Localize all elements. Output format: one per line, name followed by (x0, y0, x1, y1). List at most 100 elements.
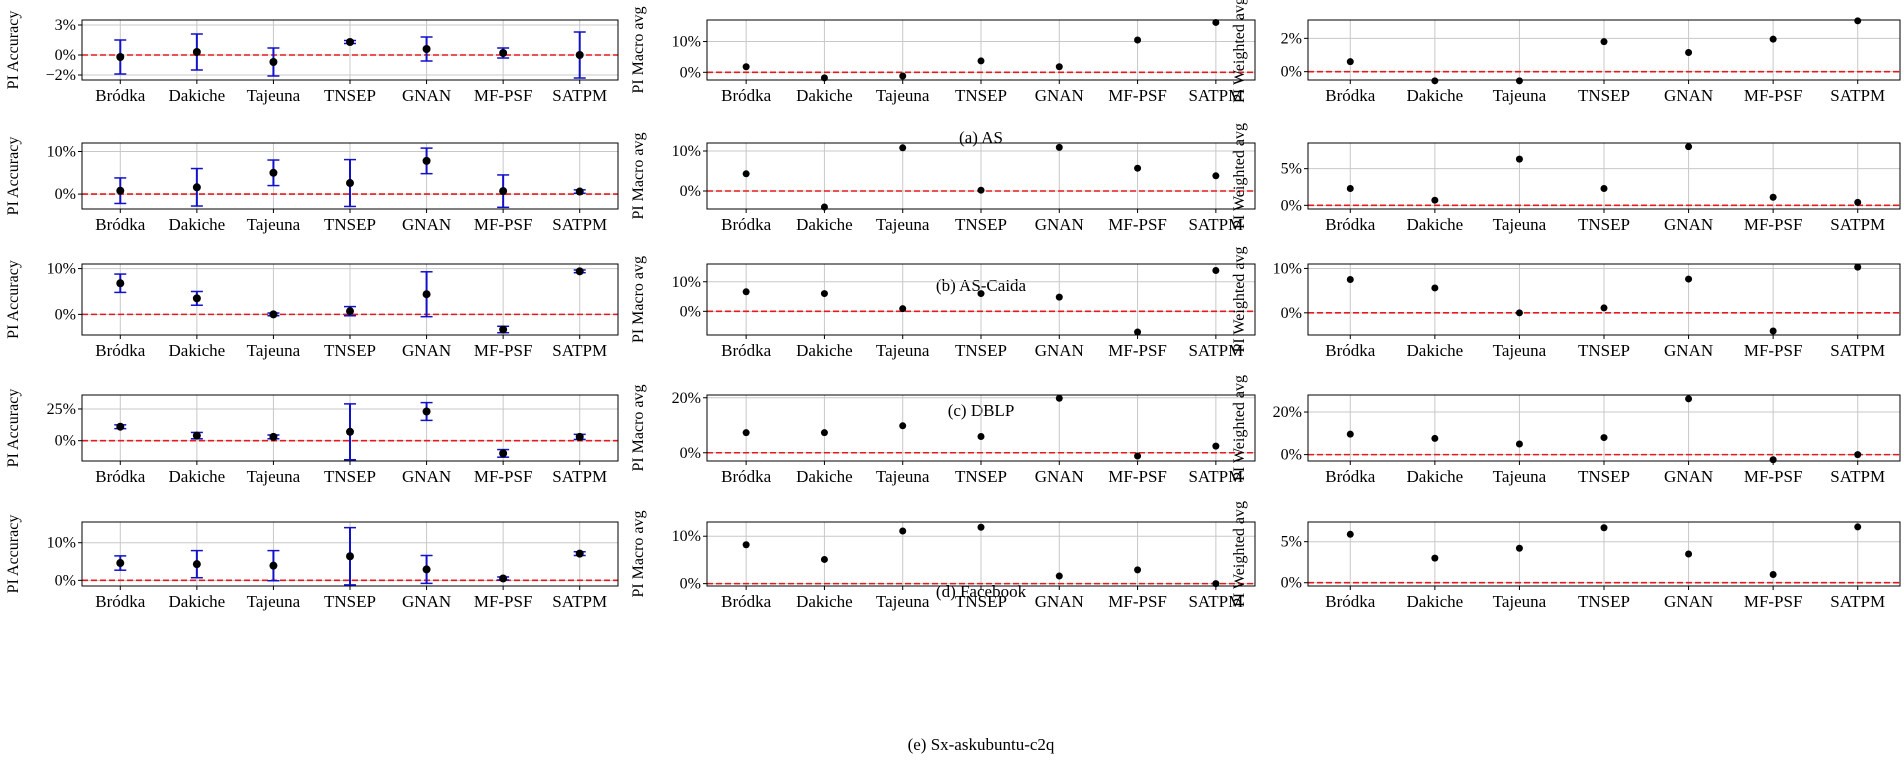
x-tick-label: Tajeuna (247, 215, 301, 234)
x-tick-label: SATPM (1188, 215, 1243, 234)
y-axis-label: PI Weighted avg (1231, 247, 1248, 353)
x-tick-label: Bródka (721, 592, 772, 611)
y-tick-label: 25% (47, 401, 76, 418)
x-tick-label: MF-PSF (1744, 215, 1803, 234)
data-point (116, 422, 125, 431)
x-tick-label: SATPM (1188, 341, 1243, 360)
x-tick-label: Bródka (1325, 341, 1376, 360)
x-tick-label: GNAN (1664, 215, 1713, 234)
y-tick-label: 3% (55, 17, 76, 34)
x-tick-label: SATPM (1188, 467, 1243, 486)
x-tick-label: Bródka (1325, 215, 1376, 234)
data-point (1854, 17, 1862, 25)
data-point (1055, 293, 1063, 301)
x-tick-label: TNSEP (955, 341, 1007, 360)
chart-r2-c2: 0% 10% Bródka Dakiche Tajeuna TNSEP GNAN MF-PSF… (630, 132, 1256, 234)
data-point (116, 559, 125, 568)
y-tick-label: −2% (46, 67, 76, 84)
x-tick-label: MF-PSF (1108, 215, 1167, 234)
x-tick-label: Bródka (1325, 592, 1376, 611)
x-tick-label: Dakiche (1407, 341, 1464, 360)
x-tick-label: Dakiche (169, 467, 226, 486)
data-point (1515, 155, 1523, 163)
y-axis-label: PI Macro avg (630, 384, 647, 471)
data-point (899, 144, 907, 152)
x-tick-label: Dakiche (169, 592, 226, 611)
data-point (1346, 58, 1354, 66)
y-tick-label: 10% (672, 34, 701, 51)
x-tick-label: Bródka (1325, 467, 1376, 486)
data-point (1600, 184, 1608, 192)
x-tick-label: MF-PSF (1744, 86, 1803, 105)
x-tick-label: GNAN (1035, 592, 1084, 611)
chart-r5-c2: 0% 10% Bródka Dakiche Tajeuna TNSEP GNAN MF-PSF… (630, 510, 1256, 611)
data-point (1055, 394, 1063, 402)
x-tick-label: Tajeuna (1493, 86, 1547, 105)
chart-r4-c2: 0% 20% Bródka Dakiche Tajeuna TNSEP GNAN MF-PSF… (630, 384, 1256, 486)
data-point (1212, 18, 1220, 26)
x-tick-label: Tajeuna (247, 341, 301, 360)
data-point (977, 186, 985, 194)
x-tick-label: Bródka (95, 341, 146, 360)
x-tick-label: Tajeuna (1493, 341, 1547, 360)
y-axis-label: PI Accuracy (5, 260, 22, 339)
x-tick-label: Bródka (721, 341, 772, 360)
x-tick-label: GNAN (402, 592, 451, 611)
x-tick-label: SATPM (1188, 86, 1243, 105)
data-point (1685, 49, 1693, 56)
y-tick-label: 0% (55, 47, 76, 64)
y-axis-label: PI Accuracy (5, 515, 22, 594)
x-tick-label: TNSEP (1578, 215, 1630, 234)
x-tick-label: Tajeuna (1493, 467, 1547, 486)
x-tick-label: Bródka (721, 467, 772, 486)
x-tick-label: Bródka (95, 215, 146, 234)
data-point (192, 431, 201, 440)
y-tick-label: 10% (672, 528, 701, 545)
chart-r5-c1: 0% 10% Bródka Dakiche Tajeuna TNSEP GNAN MF-PSF… (5, 515, 619, 611)
y-tick-label: 10% (672, 274, 701, 291)
x-tick-label: TNSEP (1578, 592, 1630, 611)
data-point (499, 574, 508, 583)
y-tick-label: 0% (55, 186, 76, 203)
row-caption: (d) Facebook (936, 582, 1027, 601)
y-tick-label: 10% (1273, 260, 1302, 277)
x-tick-label: Bródka (95, 592, 146, 611)
x-tick-label: SATPM (1188, 592, 1243, 611)
data-point (346, 307, 354, 316)
data-point (1431, 554, 1439, 562)
data-point (1600, 38, 1608, 46)
y-tick-label: 0% (55, 433, 76, 450)
data-point (977, 523, 985, 531)
data-point (1134, 328, 1142, 336)
y-tick-label: 0% (1281, 64, 1302, 81)
data-point (499, 187, 508, 196)
chart-r2-c1: 0% 10% Bródka Dakiche Tajeuna TNSEP GNAN MF-PSF… (5, 137, 619, 234)
x-tick-label: SATPM (552, 341, 607, 360)
data-point (1134, 36, 1142, 44)
x-tick-label: MF-PSF (474, 215, 533, 234)
data-point (499, 325, 508, 334)
x-tick-label: MF-PSF (1108, 592, 1167, 611)
x-tick-label: GNAN (1035, 341, 1084, 360)
y-tick-label: 20% (672, 390, 701, 407)
x-tick-label: Tajeuna (247, 86, 301, 105)
x-tick-label: TNSEP (324, 341, 376, 360)
x-tick-label: MF-PSF (1108, 467, 1167, 486)
x-tick-label: Tajeuna (876, 86, 930, 105)
row-3: 0% 10% Bródka Dakiche Tajeuna TNSEP GNAN MF-PSF… (5, 247, 1901, 420)
x-tick-label: Tajeuna (247, 467, 301, 486)
chart-r1-c3: 0% 2% Bródka Dakiche Tajeuna TNSEP GNAN MF-PSF S… (1231, 0, 1901, 105)
data-point (742, 63, 750, 71)
data-point (742, 429, 750, 437)
data-point (742, 170, 750, 178)
data-point (1769, 327, 1777, 335)
data-point (899, 422, 907, 430)
x-tick-label: Dakiche (796, 86, 853, 105)
y-tick-label: 0% (680, 303, 701, 320)
data-point (977, 290, 985, 298)
row-caption: (a) AS (959, 128, 1003, 147)
data-point (1346, 276, 1354, 284)
data-point (269, 168, 278, 177)
data-point (1600, 524, 1608, 532)
x-tick-label: Dakiche (1407, 86, 1464, 105)
